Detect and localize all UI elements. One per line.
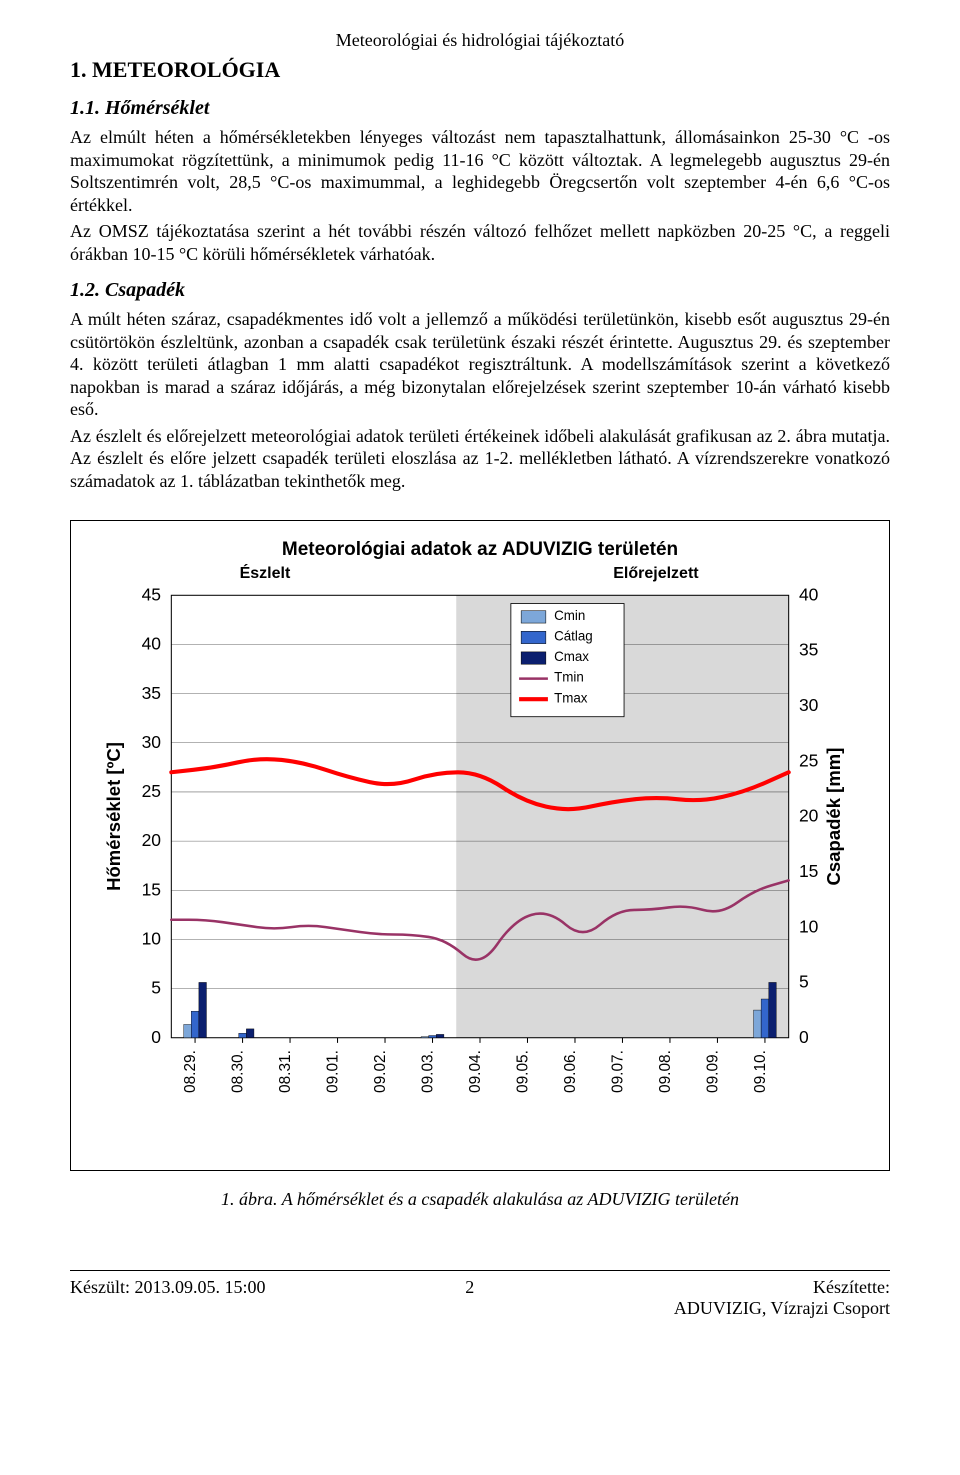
svg-text:Csapadék [mm]: Csapadék [mm]	[823, 748, 844, 886]
chart-svg: 0 5 10 15 20 25 30 35 40 45 0 5 10 15 20 25 30 35 40 08.29.…	[89, 585, 871, 1141]
svg-text:09.09.: 09.09.	[704, 1050, 721, 1093]
section-1-1-para-1: Az elmúlt héten a hőmérsékletekben lénye…	[70, 126, 890, 216]
section-1-2-para-1: A múlt héten száraz, csapadékmentes idő …	[70, 308, 890, 421]
svg-text:15: 15	[799, 861, 818, 881]
footer-right: Készítette: ADUVIZIG, Vízrajzi Csoport	[674, 1277, 890, 1319]
svg-text:10: 10	[142, 929, 162, 949]
svg-text:25: 25	[142, 781, 161, 801]
svg-text:20: 20	[142, 830, 162, 850]
svg-text:0: 0	[151, 1027, 161, 1047]
footer-right-1: Készítette:	[674, 1277, 890, 1298]
svg-text:08.30.: 08.30.	[230, 1050, 247, 1093]
svg-text:08.29.: 08.29.	[182, 1050, 199, 1093]
svg-text:Tmin: Tmin	[554, 670, 584, 685]
svg-text:09.01.: 09.01.	[325, 1050, 342, 1093]
section-1-2-para-2: Az észlelt és előrejelzett meteorológiai…	[70, 425, 890, 493]
svg-text:09.08.: 09.08.	[657, 1050, 674, 1093]
svg-text:0: 0	[799, 1027, 809, 1047]
svg-text:5: 5	[799, 972, 809, 992]
chart-subtitle-row: Észlelt Előrejelzett	[89, 565, 871, 583]
svg-text:09.07.: 09.07.	[609, 1050, 626, 1093]
svg-text:Hőmérséklet [ºC]: Hőmérséklet [ºC]	[103, 742, 124, 891]
footer-left: Készült: 2013.09.05. 15:00	[70, 1277, 266, 1298]
svg-text:Cátlag: Cátlag	[554, 629, 593, 644]
svg-text:35: 35	[799, 640, 818, 660]
svg-text:25: 25	[799, 750, 818, 770]
svg-text:40: 40	[142, 634, 162, 654]
svg-text:20: 20	[799, 806, 819, 826]
footer-right-2: ADUVIZIG, Vízrajzi Csoport	[674, 1298, 890, 1319]
svg-text:09.05.: 09.05.	[514, 1050, 531, 1093]
chart-svg-wrap: 0 5 10 15 20 25 30 35 40 45 0 5 10 15 20 25 30 35 40 08.29.…	[89, 585, 871, 1146]
svg-text:09.03.: 09.03.	[420, 1050, 437, 1093]
svg-text:45: 45	[142, 585, 161, 604]
svg-text:08.31.: 08.31.	[277, 1050, 294, 1093]
footer-page-number: 2	[266, 1277, 674, 1298]
svg-text:30: 30	[142, 732, 162, 752]
section-1-1-heading: 1.1. Hőmérséklet	[70, 97, 890, 120]
page-footer: Készült: 2013.09.05. 15:00 2 Készítette:…	[70, 1270, 890, 1319]
svg-text:09.04.: 09.04.	[467, 1050, 484, 1093]
chart-observed-label: Észlelt	[89, 565, 441, 583]
svg-text:09.06.: 09.06.	[562, 1050, 579, 1093]
svg-text:35: 35	[142, 683, 161, 703]
svg-text:09.10.: 09.10.	[752, 1050, 769, 1093]
svg-text:30: 30	[799, 695, 819, 715]
chart-forecast-label: Előrejelzett	[441, 565, 871, 583]
svg-text:Tmax: Tmax	[554, 690, 588, 705]
section-1-1-para-2: Az OMSZ tájékoztatása szerint a hét tová…	[70, 220, 890, 265]
svg-text:Cmin: Cmin	[554, 608, 585, 623]
svg-text:40: 40	[799, 585, 819, 604]
chart-title: Meteorológiai adatok az ADUVIZIG terület…	[89, 539, 871, 561]
figure-caption: 1. ábra. A hőmérséklet és a csapadék ala…	[70, 1189, 890, 1210]
svg-text:09.02.: 09.02.	[372, 1050, 389, 1093]
section-1-heading: 1. METEOROLÓGIA	[70, 57, 890, 83]
section-1-2-heading: 1.2. Csapadék	[70, 279, 890, 302]
chart-container: Meteorológiai adatok az ADUVIZIG terület…	[70, 520, 890, 1171]
page-header-title: Meteorológiai és hidrológiai tájékoztató	[70, 30, 890, 51]
svg-text:10: 10	[799, 916, 819, 936]
svg-text:15: 15	[142, 879, 161, 899]
svg-text:Cmax: Cmax	[554, 649, 589, 664]
svg-text:5: 5	[151, 978, 161, 998]
page: Meteorológiai és hidrológiai tájékoztató…	[0, 0, 960, 1349]
